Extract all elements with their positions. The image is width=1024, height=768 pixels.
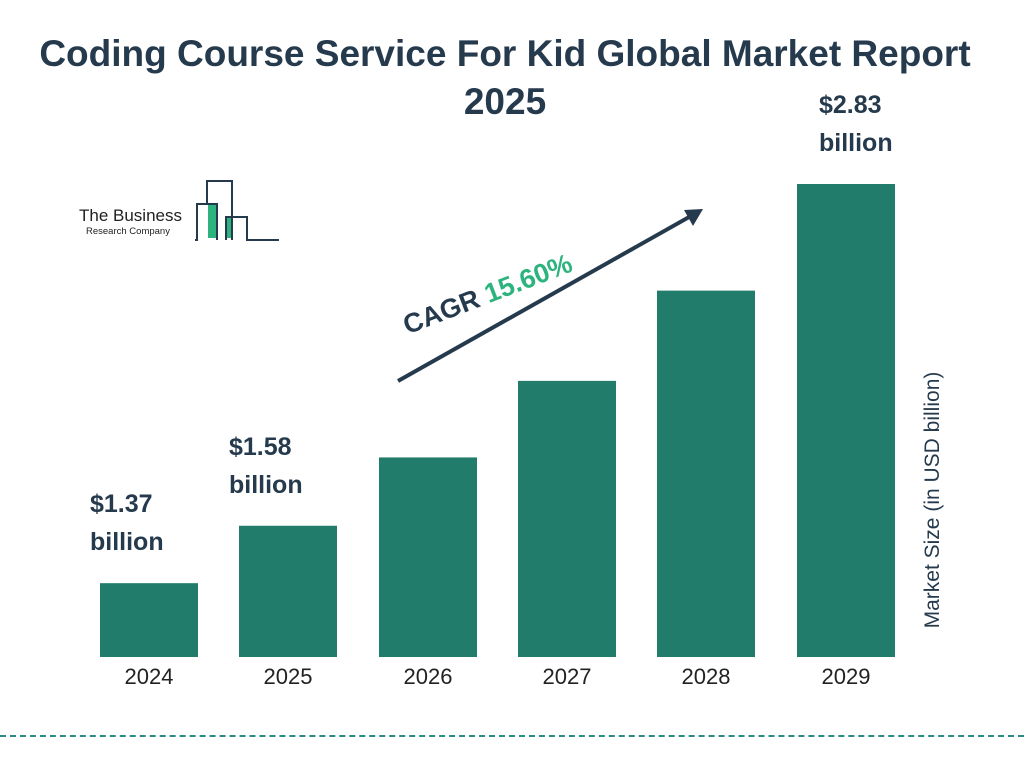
cagr-arrow bbox=[397, 210, 699, 383]
arrow-head-icon bbox=[684, 209, 703, 226]
data-label: $1.58 billion bbox=[229, 428, 303, 504]
bar-2027 bbox=[518, 380, 616, 657]
x-tick-label: 2027 bbox=[542, 664, 592, 689]
data-label-unit: billion bbox=[90, 528, 164, 557]
bar-2028 bbox=[657, 290, 755, 657]
data-label-value: $1.58 bbox=[229, 432, 292, 461]
data-label: $2.83 billion bbox=[819, 86, 893, 162]
logo-text-line1: The Business bbox=[79, 206, 182, 225]
bar-2026 bbox=[379, 457, 477, 657]
logo-buildings-icon bbox=[195, 180, 279, 241]
x-tick-label: 2028 bbox=[681, 664, 731, 689]
data-label-unit: billion bbox=[229, 470, 303, 499]
chart-title: Coding Course Service For Kid Global Mar… bbox=[39, 33, 971, 122]
x-tick-label: 2025 bbox=[263, 664, 313, 689]
data-label-unit: billion bbox=[819, 129, 893, 157]
data-label-value: $1.37 bbox=[90, 490, 153, 519]
x-tick-label: 2026 bbox=[403, 664, 453, 689]
y-axis-label: Market Size (in USD billion) bbox=[921, 371, 944, 629]
data-label: $1.37 billion bbox=[90, 485, 164, 561]
bar-2024 bbox=[100, 583, 198, 657]
bar-2025 bbox=[239, 525, 337, 657]
dashed-divider bbox=[0, 735, 1024, 737]
bar-2029 bbox=[797, 184, 895, 657]
x-tick-label: 2024 bbox=[124, 664, 174, 689]
logo-text-line2: Research Company bbox=[86, 226, 170, 237]
x-tick-label: 2029 bbox=[821, 664, 871, 689]
data-label-value: $2.83 bbox=[819, 91, 882, 119]
